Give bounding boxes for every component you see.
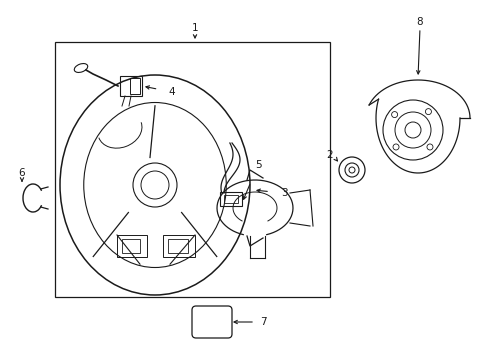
Bar <box>122 239 140 253</box>
Text: 8: 8 <box>416 17 423 27</box>
Text: 2: 2 <box>326 150 333 160</box>
Bar <box>120 76 142 96</box>
Text: 5: 5 <box>254 160 261 170</box>
Bar <box>130 78 140 94</box>
Bar <box>168 239 187 253</box>
Text: 1: 1 <box>191 23 198 33</box>
Bar <box>55 42 329 297</box>
Bar <box>163 235 195 257</box>
Text: 6: 6 <box>19 168 25 178</box>
Bar <box>224 195 238 203</box>
Text: 3: 3 <box>280 188 287 198</box>
Text: 4: 4 <box>168 87 175 97</box>
Bar <box>117 235 147 257</box>
Bar <box>220 192 242 206</box>
Text: 7: 7 <box>260 317 266 327</box>
